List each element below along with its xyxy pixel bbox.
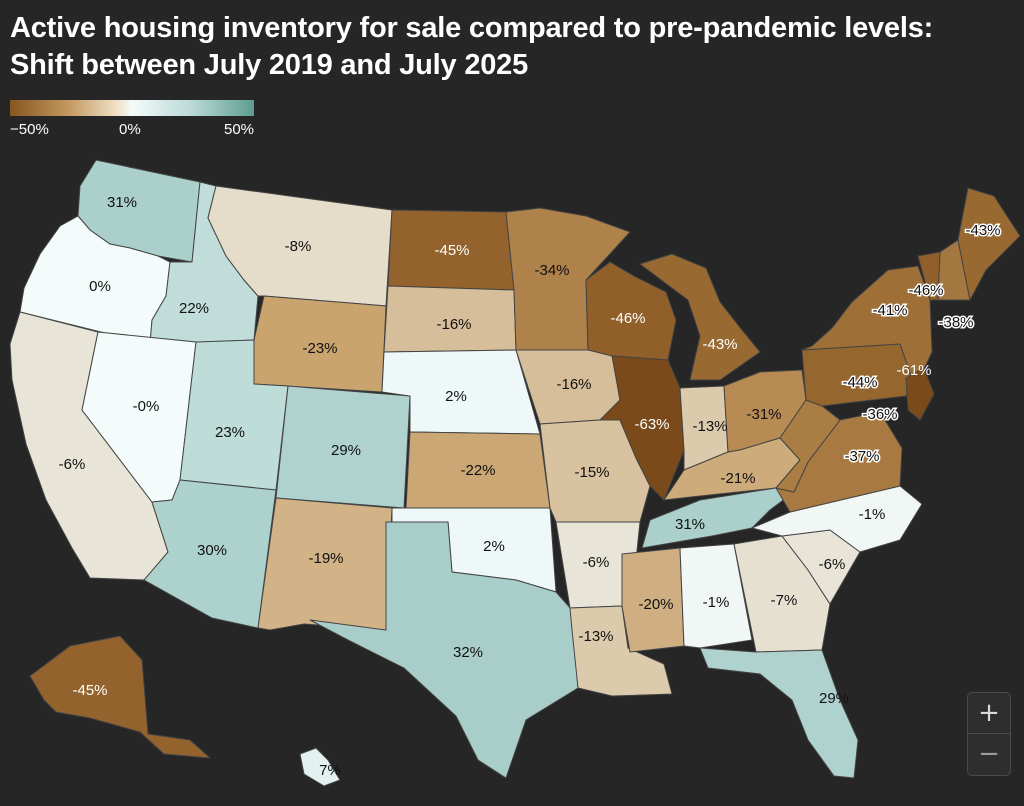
legend-min-label: −50% bbox=[10, 121, 49, 138]
state-label-wy: -23% bbox=[302, 340, 337, 357]
state-label-la: -13% bbox=[578, 628, 613, 645]
state-label-ak: -45% bbox=[72, 682, 107, 699]
state-label-co: 29% bbox=[331, 442, 361, 459]
state-label-nv: -0% bbox=[133, 398, 160, 415]
state-label-sc: -6% bbox=[819, 556, 846, 573]
state-ms[interactable] bbox=[621, 547, 685, 653]
state-label-nc: -1% bbox=[859, 506, 886, 523]
state-label-ne: 2% bbox=[445, 388, 467, 405]
state-wi[interactable] bbox=[585, 261, 677, 361]
map-title-line-1: Active housing inventory for sale compar… bbox=[10, 12, 934, 44]
state-label-fl: 29% bbox=[819, 690, 849, 707]
state-label-oh: -31% bbox=[746, 406, 781, 423]
map-title: Active housing inventory for sale compar… bbox=[10, 10, 1010, 84]
state-label-nm: -19% bbox=[308, 550, 343, 567]
state-label-tx: 32% bbox=[453, 644, 483, 661]
state-label-al: -1% bbox=[703, 594, 730, 611]
color-legend: −50% 0% 50% bbox=[10, 100, 256, 146]
state-label-in: -13% bbox=[692, 418, 727, 435]
state-label-ms: -20% bbox=[638, 596, 673, 613]
state-label-wi: -46% bbox=[610, 310, 645, 327]
state-label-or: 0% bbox=[89, 278, 111, 295]
legend-gradient-bar bbox=[10, 100, 254, 116]
zoom-out-button[interactable]: − bbox=[968, 733, 1010, 774]
state-label-ny: -41% bbox=[872, 302, 907, 319]
legend-mid-label: 0% bbox=[119, 121, 141, 138]
state-label-sd: -16% bbox=[436, 316, 471, 333]
state-ny[interactable] bbox=[801, 265, 933, 383]
zoom-in-button[interactable]: + bbox=[978, 698, 1000, 728]
state-tx[interactable] bbox=[309, 521, 579, 779]
state-label-ia: -16% bbox=[556, 376, 591, 393]
state-az[interactable] bbox=[143, 479, 277, 629]
state-hi[interactable] bbox=[299, 747, 341, 787]
state-mi[interactable] bbox=[638, 253, 761, 381]
map-title-line-2: Shift between July 2019 and July 2025 bbox=[10, 49, 529, 81]
state-label-tn: 31% bbox=[675, 516, 705, 533]
state-label-ca: -6% bbox=[59, 456, 86, 473]
state-label-ky: -21% bbox=[720, 470, 755, 487]
zoom-control: + − bbox=[967, 692, 1011, 776]
state-al[interactable] bbox=[679, 543, 753, 649]
legend-max-label: 50% bbox=[224, 121, 255, 138]
state-me[interactable] bbox=[957, 187, 1021, 302]
state-label-mt: -8% bbox=[285, 238, 312, 255]
state-label-ar: -6% bbox=[583, 554, 610, 571]
state-il[interactable] bbox=[598, 355, 685, 501]
state-label-nj: -61% bbox=[896, 362, 931, 379]
state-fl[interactable] bbox=[699, 647, 859, 779]
state-label-ga: -7% bbox=[771, 592, 798, 609]
state-label-wa: 31% bbox=[107, 194, 137, 211]
state-label-ut: 23% bbox=[215, 424, 245, 441]
state-label-va: -37% bbox=[844, 448, 879, 465]
state-label-ks: -22% bbox=[460, 462, 495, 479]
state-label-me: -43% bbox=[965, 222, 1000, 239]
state-label-mi: -43% bbox=[702, 336, 737, 353]
state-ak[interactable] bbox=[29, 635, 212, 759]
state-label-id: 22% bbox=[179, 300, 209, 317]
state-label-wv: -36% bbox=[862, 406, 897, 423]
state-tn[interactable] bbox=[641, 487, 796, 549]
state-label-mn: -34% bbox=[534, 262, 569, 279]
state-label-nh: -38% bbox=[938, 314, 973, 331]
state-label-nd: -45% bbox=[434, 242, 469, 259]
state-label-az: 30% bbox=[197, 542, 227, 559]
state-label-mo: -15% bbox=[574, 464, 609, 481]
state-label-pa: -44% bbox=[842, 374, 877, 391]
state-label-hi: 7% bbox=[319, 762, 341, 779]
state-nj[interactable] bbox=[905, 367, 935, 421]
state-label-vt: -46% bbox=[908, 282, 943, 299]
state-label-il: -63% bbox=[634, 416, 669, 433]
state-label-ok: 2% bbox=[483, 538, 505, 555]
